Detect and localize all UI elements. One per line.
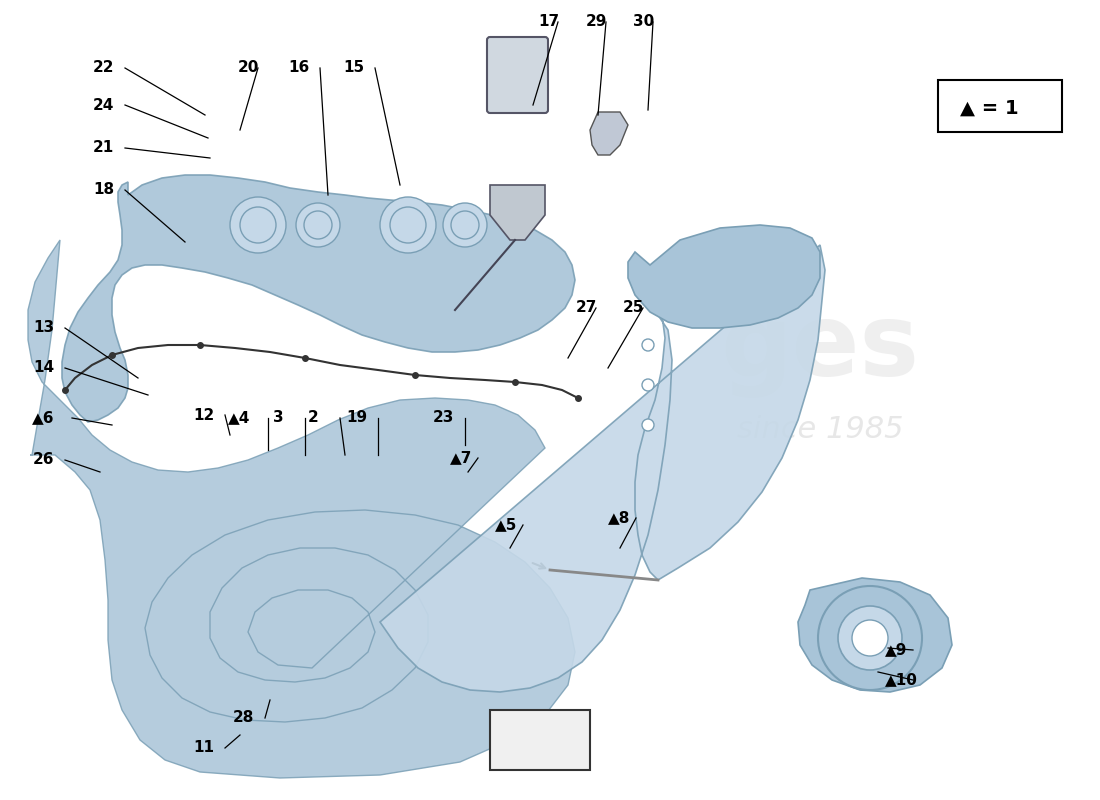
Text: 14: 14 <box>33 361 54 375</box>
Circle shape <box>230 197 286 253</box>
Text: 25: 25 <box>623 301 645 315</box>
Text: 22: 22 <box>94 61 114 75</box>
Text: 23: 23 <box>433 410 454 426</box>
Text: since 1985: since 1985 <box>737 415 903 445</box>
Text: 27: 27 <box>576 301 597 315</box>
FancyBboxPatch shape <box>487 37 548 113</box>
Polygon shape <box>628 225 820 328</box>
Circle shape <box>443 203 487 247</box>
Circle shape <box>296 203 340 247</box>
Circle shape <box>642 379 654 391</box>
Text: 16: 16 <box>288 61 309 75</box>
Polygon shape <box>28 240 575 778</box>
Text: 29: 29 <box>586 14 607 30</box>
Circle shape <box>852 620 888 656</box>
Circle shape <box>838 606 902 670</box>
Text: 26: 26 <box>33 453 55 467</box>
Text: ▲7: ▲7 <box>450 450 472 466</box>
Text: 2: 2 <box>308 410 319 426</box>
Circle shape <box>379 197 436 253</box>
Text: ▲10: ▲10 <box>886 673 917 687</box>
Polygon shape <box>379 245 825 692</box>
Text: 19: 19 <box>346 410 367 426</box>
FancyBboxPatch shape <box>938 80 1062 132</box>
FancyBboxPatch shape <box>490 710 590 770</box>
Text: 20: 20 <box>238 61 260 75</box>
Circle shape <box>818 586 922 690</box>
Circle shape <box>642 419 654 431</box>
Polygon shape <box>590 112 628 155</box>
Text: 12: 12 <box>192 407 215 422</box>
Circle shape <box>451 211 478 239</box>
Polygon shape <box>490 185 544 240</box>
Text: 15: 15 <box>343 61 364 75</box>
Text: ▲ = 1: ▲ = 1 <box>960 98 1019 118</box>
Text: ▲4: ▲4 <box>228 410 251 426</box>
Text: ▲8: ▲8 <box>608 510 630 526</box>
Text: ▲5: ▲5 <box>495 518 517 533</box>
Text: ges: ges <box>720 302 920 398</box>
Text: ▲6: ▲6 <box>32 410 55 426</box>
Text: 17: 17 <box>538 14 559 30</box>
Text: 28: 28 <box>233 710 254 726</box>
Text: ▲9: ▲9 <box>886 642 907 658</box>
Circle shape <box>304 211 332 239</box>
Polygon shape <box>62 175 575 422</box>
Text: 21: 21 <box>94 141 114 155</box>
Text: 11: 11 <box>192 741 215 755</box>
Text: 13: 13 <box>33 321 54 335</box>
Text: 3: 3 <box>273 410 284 426</box>
Text: 30: 30 <box>632 14 654 30</box>
Text: 24: 24 <box>94 98 114 113</box>
Text: 18: 18 <box>94 182 114 198</box>
Circle shape <box>642 339 654 351</box>
Circle shape <box>240 207 276 243</box>
Circle shape <box>390 207 426 243</box>
Polygon shape <box>798 578 952 692</box>
